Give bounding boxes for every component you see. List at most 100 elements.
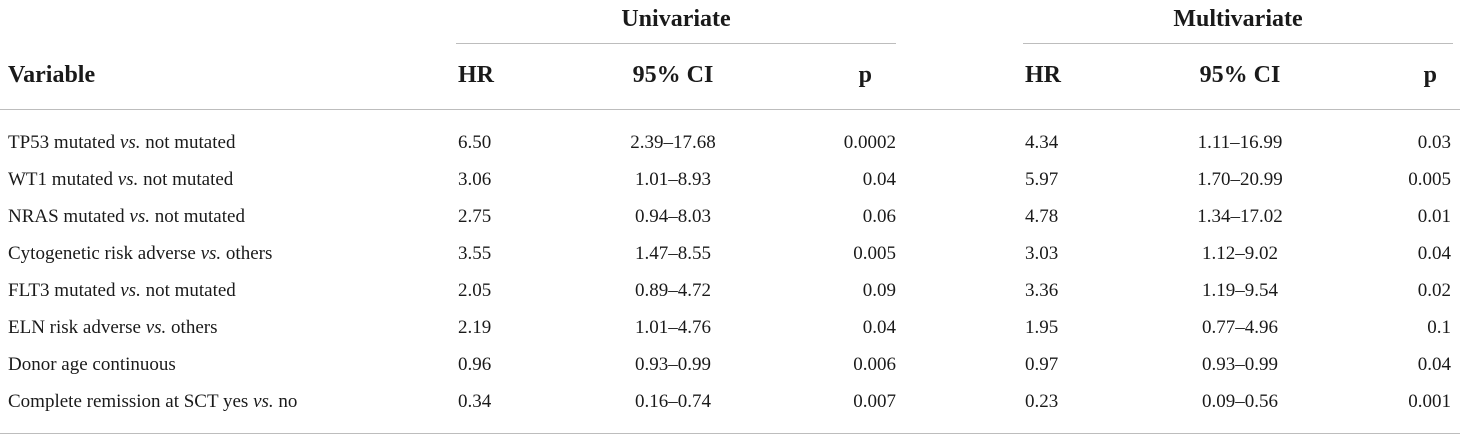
univariate-p-cell: 0.006 [853,354,896,375]
column-header-multivariate-hr: HR [1025,62,1061,88]
multivariate-ci-cell: 0.09–0.56 [1202,391,1278,412]
column-header-multivariate-p: p [1423,62,1437,88]
univariate-hr-cell: 2.19 [458,317,492,338]
multivariate-hr-cell: 1.95 [1025,317,1059,338]
multivariate-ci-cell: 0.77–4.96 [1202,317,1278,338]
multivariate-hr-cell: 3.36 [1025,280,1059,301]
variable-label: Complete remission at SCT yes [8,391,249,412]
multivariate-ci-cell: 1.12–9.02 [1202,243,1278,264]
multivariate-p-cell: 0.03 [1417,132,1451,153]
multivariate-hr-cell: 3.03 [1025,243,1059,264]
univariate-hr-cell: 2.05 [458,280,492,301]
group-header-multivariate: Multivariate [1173,6,1303,32]
column-header-univariate-p: p [858,62,872,88]
univariate-ci-cell: 1.01–4.76 [635,317,711,338]
variable-label: Donor age continuous [8,354,176,375]
vs-text: vs. [129,206,150,227]
variable-label: FLT3 mutated [8,280,116,301]
variable-comparator: not mutated [145,132,236,153]
variable-cell: ELN risk adverse vs. others [8,309,217,346]
univariate-hr-cell: 6.50 [458,132,492,153]
univariate-hr-cell: 0.96 [458,354,492,375]
univariate-ci-cell: 0.89–4.72 [635,280,711,301]
univariate-ci-cell: 1.01–8.93 [635,169,711,190]
vs-text: vs. [120,280,141,301]
group-header-univariate: Univariate [621,6,731,32]
variable-cell: WT1 mutated vs. not mutated [8,161,233,198]
multivariate-ci-cell: 1.11–16.99 [1197,132,1283,153]
multivariate-p-cell: 0.1 [1427,317,1451,338]
multivariate-hr-cell: 4.34 [1025,132,1059,153]
table-row: ELN risk adverse vs. others 2.19 1.01–4.76… [0,309,1460,346]
univariate-p-cell: 0.06 [862,206,896,227]
variable-comparator: others [171,317,218,338]
table-row: Complete remission at SCT yes vs. no 0.34… [0,383,1460,420]
column-header-variable: Variable [8,62,96,88]
table-row: Donor age continuous 0.96 0.93–0.99 0.006 0.… [0,346,1460,383]
variable-label: ELN risk adverse [8,317,141,338]
univariate-p-cell: 0.04 [862,169,896,190]
vs-text: vs. [200,243,222,264]
multivariate-p-cell: 0.04 [1417,243,1451,264]
multivariate-ci-cell: 1.34–17.02 [1197,206,1283,227]
column-header-univariate-ci: 95% CI [632,62,714,88]
vs-text: vs. [145,317,167,338]
multivariate-p-cell: 0.04 [1417,354,1451,375]
table-row: TP53 mutated vs. not mutated 6.50 2.39–17.… [0,124,1460,161]
univariate-group-rule [456,43,896,44]
column-header-univariate-hr: HR [458,62,494,88]
univariate-p-cell: 0.0002 [843,132,896,153]
table-row: NRAS mutated vs. not mutated 2.75 0.94–8.0… [0,198,1460,235]
variable-comparator: not mutated [143,169,234,190]
univariate-ci-cell: 0.94–8.03 [635,206,711,227]
variable-cell: Complete remission at SCT yes vs. no [8,383,297,420]
vs-text: vs. [119,132,141,153]
univariate-ci-cell: 1.47–8.55 [635,243,711,264]
variable-cell: FLT3 mutated vs. not mutated [8,272,236,309]
variable-cell: TP53 mutated vs. not mutated [8,124,235,161]
variable-cell: Cytogenetic risk adverse vs. others [8,235,272,272]
multivariate-hr-cell: 0.97 [1025,354,1059,375]
multivariate-ci-cell: 1.19–9.54 [1202,280,1278,301]
multivariate-group-rule [1023,43,1453,44]
univariate-p-cell: 0.09 [862,280,896,301]
univariate-hr-cell: 3.55 [458,243,492,264]
univariate-hr-cell: 2.75 [458,206,492,227]
variable-comparator: others [225,243,273,264]
univariate-ci-cell: 0.16–0.74 [635,391,711,412]
variable-comparator: not mutated [145,280,236,301]
table-row: WT1 mutated vs. not mutated 3.06 1.01–8.93… [0,161,1460,198]
header-rule [0,109,1460,110]
univariate-hr-cell: 3.06 [458,169,492,190]
variable-cell: Donor age continuous [8,346,176,383]
variable-label: WT1 mutated [8,169,113,190]
multivariate-p-cell: 0.005 [1408,169,1451,190]
univariate-p-cell: 0.007 [853,391,896,412]
variable-label: Cytogenetic risk adverse [8,243,196,264]
variable-comparator: not mutated [154,206,245,227]
multivariate-ci-cell: 1.70–20.99 [1197,169,1283,190]
vs-text: vs. [117,169,139,190]
univariate-ci-cell: 0.93–0.99 [635,354,711,375]
univariate-p-cell: 0.04 [862,317,896,338]
variable-label: TP53 mutated [8,132,116,153]
univariate-p-cell: 0.005 [853,243,896,264]
table-row: FLT3 mutated vs. not mutated 2.05 0.89–4.7… [0,272,1460,309]
multivariate-p-cell: 0.02 [1417,280,1451,301]
multivariate-hr-cell: 4.78 [1025,206,1059,227]
univariate-hr-cell: 0.34 [458,391,492,412]
variable-comparator: no [278,391,298,412]
vs-text: vs. [253,391,274,412]
multivariate-ci-cell: 0.93–0.99 [1202,354,1278,375]
multivariate-p-cell: 0.01 [1417,206,1451,227]
multivariate-hr-cell: 0.23 [1025,391,1059,412]
bottom-rule [0,433,1460,434]
multivariate-hr-cell: 5.97 [1025,169,1059,190]
column-header-multivariate-ci: 95% CI [1199,62,1281,88]
variable-label: NRAS mutated [8,206,125,227]
univariate-ci-cell: 2.39–17.68 [630,132,716,153]
table-row: Cytogenetic risk adverse vs. others 3.55 1… [0,235,1460,272]
variable-cell: NRAS mutated vs. not mutated [8,198,245,235]
multivariate-p-cell: 0.001 [1408,391,1451,412]
